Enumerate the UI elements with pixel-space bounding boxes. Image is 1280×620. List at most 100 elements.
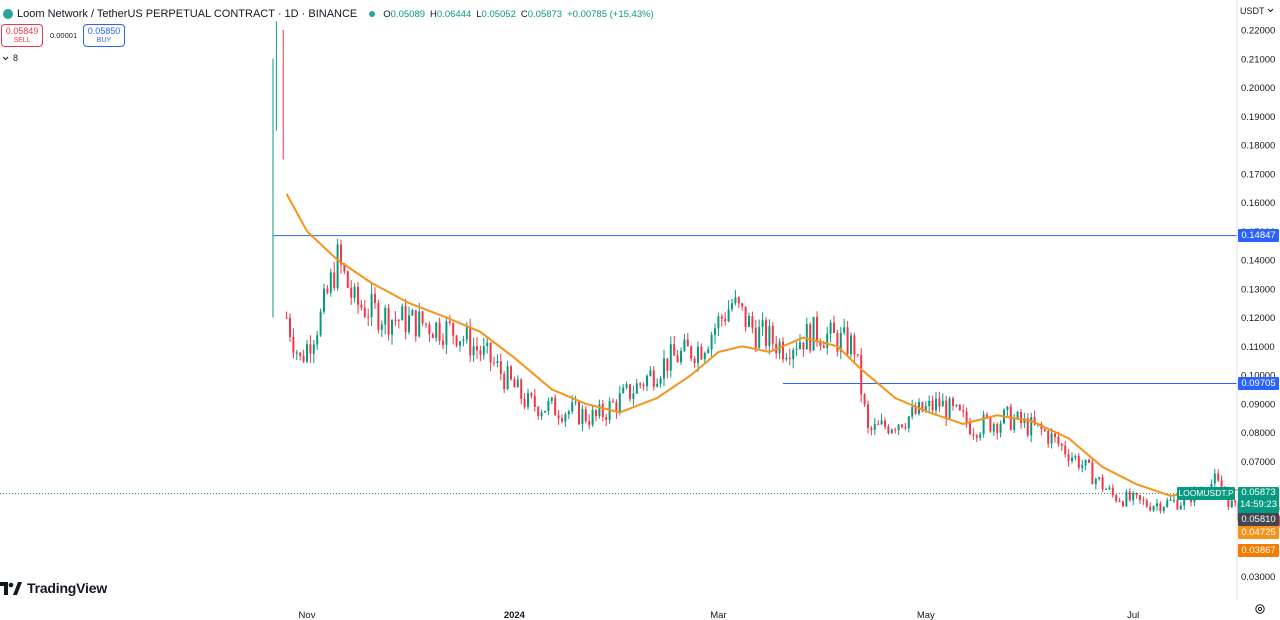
indicators-count: 8	[13, 53, 19, 63]
candle-body	[1179, 505, 1182, 510]
candle-body	[673, 344, 676, 356]
candle-body	[1020, 411, 1022, 424]
candle-body	[625, 384, 628, 388]
candle-body	[595, 410, 597, 417]
candle-body	[397, 320, 400, 322]
candle-body	[843, 327, 846, 333]
candle-body	[1094, 479, 1097, 485]
candle-body	[537, 407, 540, 417]
candle-body	[489, 342, 492, 363]
candle-body	[863, 394, 866, 405]
level-high-tag[interactable]: 0.14847	[1238, 229, 1279, 242]
last-price-value: 0.05873	[1241, 487, 1276, 498]
candle-body	[428, 324, 431, 335]
candle-body	[414, 310, 417, 337]
gear-icon[interactable]	[1254, 603, 1266, 615]
candle-body	[564, 414, 567, 422]
candle-body	[901, 424, 903, 428]
candle-body	[540, 412, 543, 417]
candle-body	[921, 402, 924, 412]
low-label: L	[476, 8, 482, 20]
candle-body	[588, 421, 591, 425]
candle-body	[846, 327, 849, 354]
candle-body	[996, 424, 999, 433]
candle-body	[1091, 462, 1094, 485]
candle-body	[734, 297, 737, 304]
candle-body	[819, 340, 822, 346]
candle-body	[771, 325, 774, 344]
candle-body	[873, 424, 876, 430]
candle-body	[877, 424, 880, 426]
symbol-title[interactable]: Loom Network / TetherUS PERPETUAL CONTRA…	[17, 8, 358, 20]
candle-body	[1220, 480, 1223, 491]
candle-body	[612, 401, 614, 403]
ma-tag: 0.04725	[1238, 526, 1279, 539]
sell-label: SELL	[13, 36, 31, 44]
candle-body	[462, 339, 465, 342]
candle-body	[703, 352, 706, 360]
candle-body	[1098, 477, 1101, 480]
price-tick-label: 0.20000	[1241, 83, 1275, 94]
open-value: 0.05089	[390, 8, 426, 20]
candle-body	[1139, 495, 1141, 500]
candle-body	[1064, 445, 1067, 455]
price-tick-label: 0.22000	[1241, 26, 1275, 37]
candle-body	[635, 383, 638, 394]
candle-body	[1278, 519, 1280, 524]
candle-body	[659, 378, 662, 384]
price-tick-label: 0.13000	[1241, 284, 1275, 295]
price-tick-label: 0.10000	[1241, 371, 1275, 382]
candle-body	[598, 404, 601, 417]
candle-body	[312, 344, 315, 354]
time-tick-label: Mar	[710, 610, 726, 620]
candle-body	[346, 271, 349, 288]
buy-label: BUY	[96, 36, 112, 44]
candle-body	[948, 398, 951, 419]
candle-body	[1132, 493, 1135, 501]
candle-body	[357, 286, 359, 305]
candle-body	[326, 288, 329, 293]
buy-price: 0.05850	[87, 25, 121, 36]
candle-body	[887, 426, 890, 434]
price-tick-label: 0.14000	[1241, 256, 1275, 267]
candle-body	[418, 311, 421, 337]
candle-body	[629, 384, 631, 399]
candle-body	[785, 357, 788, 360]
market-open-icon	[369, 11, 376, 17]
currency-selector[interactable]: USDT	[1240, 6, 1274, 16]
candle-body	[884, 420, 886, 427]
candle-body	[880, 420, 883, 425]
candle-body	[931, 400, 934, 411]
candle-body	[955, 404, 958, 406]
candle-body	[1067, 454, 1070, 462]
candle-body	[941, 400, 944, 407]
candle-body	[384, 307, 387, 325]
tradingview-logo[interactable]: TradingView	[0, 580, 107, 596]
candle-body	[442, 340, 444, 345]
indicators-toggle[interactable]: 8	[2, 53, 18, 63]
candle-body	[1230, 500, 1233, 508]
candle-body	[758, 327, 761, 348]
candle-body	[717, 316, 720, 329]
candle-body	[856, 354, 859, 356]
candle-body	[622, 387, 625, 394]
candle-body	[1074, 455, 1077, 458]
candle-body	[765, 320, 767, 347]
buy-button[interactable]: 0.05850 BUY	[83, 24, 125, 47]
candle-body	[632, 393, 635, 399]
candle-body	[914, 406, 917, 414]
candle-body	[601, 404, 604, 418]
level-mid-tag[interactable]: 0.09705	[1238, 377, 1279, 390]
candle-body	[533, 395, 536, 408]
candle-body	[816, 316, 818, 341]
candle-body	[496, 361, 499, 363]
candle-body	[642, 384, 645, 387]
candle-body	[656, 383, 659, 387]
candle-body	[411, 310, 414, 316]
candle-body	[646, 375, 648, 387]
candle-body	[1145, 500, 1148, 507]
candle-body	[591, 410, 594, 425]
sell-button[interactable]: 0.05849 SELL	[1, 24, 43, 47]
candle-body	[571, 402, 574, 412]
